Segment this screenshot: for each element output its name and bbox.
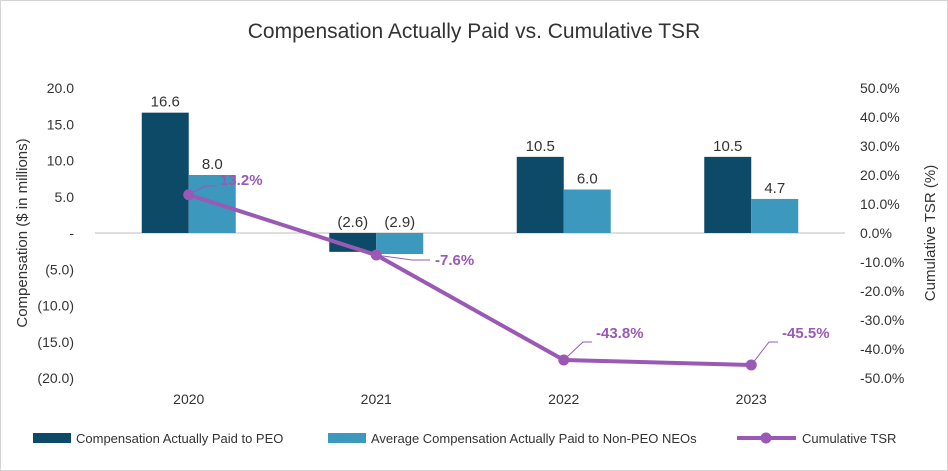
peo-bar xyxy=(141,112,189,233)
right-tick-label: -40.0% xyxy=(860,341,904,357)
tsr-line xyxy=(188,192,752,367)
tsr-leader-line xyxy=(563,341,592,361)
tsr-leader-line xyxy=(188,185,217,196)
left-axis-ticks: 20.0 15.0 10.0 5.0 - (5.0) (10.0) (15.0) (20.0) xyxy=(37,80,74,386)
category-label: 2021 xyxy=(361,391,392,407)
tsr-data-label: -43.8% xyxy=(596,325,644,342)
peo-bar xyxy=(704,156,752,233)
tsr-line-group: 13.2% -7.6% -43.8% -45.5% xyxy=(183,172,830,371)
category-labels: 2020 2021 2022 2023 xyxy=(173,391,767,407)
legend-swatch-neo xyxy=(328,433,366,443)
peo-bar-label: 16.6 xyxy=(151,94,180,111)
peo-bar-label: 10.5 xyxy=(713,138,742,155)
peo-bar-label: (2.6) xyxy=(337,214,368,231)
left-tick-label: (10.0) xyxy=(37,298,74,314)
category-label: 2022 xyxy=(548,391,579,407)
right-tick-label: -10.0% xyxy=(860,254,904,270)
tsr-point xyxy=(370,249,382,261)
right-tick-label: 50.0% xyxy=(860,80,900,96)
peo-bar xyxy=(329,233,377,252)
legend-label-peo: Compensation Actually Paid to PEO xyxy=(76,431,283,446)
tsr-data-label: -45.5% xyxy=(782,325,830,342)
left-tick-label: 15.0 xyxy=(47,116,74,132)
category-label: 2020 xyxy=(173,391,204,407)
tsr-data-label: -7.6% xyxy=(435,252,474,269)
right-tick-label: 20.0% xyxy=(860,167,900,183)
left-tick-label: 20.0 xyxy=(47,80,74,96)
legend-marker-tsr xyxy=(760,432,772,444)
tsr-leader-line xyxy=(376,254,430,261)
chart-title: Compensation Actually Paid vs. Cumulativ… xyxy=(248,20,700,43)
tsr-data-label: 13.2% xyxy=(220,172,263,189)
right-tick-label: 0.0% xyxy=(860,225,892,241)
legend-label-neo: Average Compensation Actually Paid to No… xyxy=(371,431,697,446)
legend-swatch-peo xyxy=(33,433,71,443)
neo-bar xyxy=(563,189,611,233)
right-axis-ticks: 50.0% 40.0% 30.0% 20.0% 10.0% 0.0% -10.0% -20.0… xyxy=(860,80,904,386)
legend: Compensation Actually Paid to PEO Average… xyxy=(33,431,896,446)
right-axis-title: Cumulative TSR (%) xyxy=(922,165,939,301)
peo-bar xyxy=(516,156,564,233)
left-tick-label: (15.0) xyxy=(37,334,74,350)
left-tick-label: (20.0) xyxy=(37,370,74,386)
tsr-leader-line xyxy=(750,341,778,366)
left-tick-label: 5.0 xyxy=(55,189,75,205)
right-tick-label: -50.0% xyxy=(860,370,904,386)
category-label: 2023 xyxy=(736,391,767,407)
right-tick-label: 10.0% xyxy=(860,196,900,212)
peo-bar-label: 10.5 xyxy=(526,138,555,155)
bar-labels: 16.6 (2.6) 10.5 10.5 8.0 (2.9) 6.0 4.7 xyxy=(151,94,786,231)
right-tick-label: -20.0% xyxy=(860,283,904,299)
neo-bar-label: 6.0 xyxy=(577,171,598,188)
legend-label-tsr: Cumulative TSR xyxy=(802,431,896,446)
left-tick-label: (5.0) xyxy=(45,261,74,277)
neo-bar-label: 8.0 xyxy=(202,156,223,173)
left-tick-label: - xyxy=(69,225,74,241)
neo-bar-label: 4.7 xyxy=(764,180,785,197)
left-axis-title: Compensation ($ in millions) xyxy=(14,138,31,327)
neo-bar xyxy=(376,233,424,255)
right-tick-label: -30.0% xyxy=(860,312,904,328)
neo-bar xyxy=(751,198,799,233)
neo-bar-label: (2.9) xyxy=(384,214,415,231)
left-tick-label: 10.0 xyxy=(47,153,74,169)
right-tick-label: 40.0% xyxy=(860,109,900,125)
right-tick-label: 30.0% xyxy=(860,138,900,154)
